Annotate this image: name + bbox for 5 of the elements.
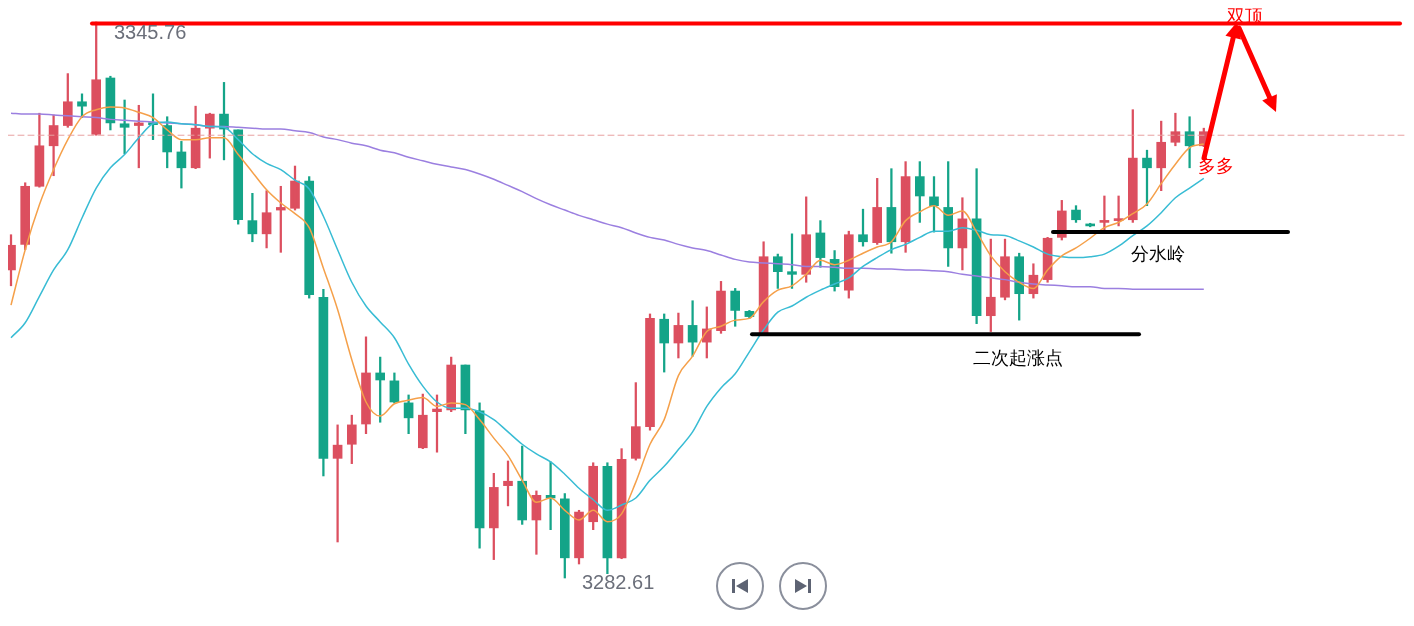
ref-line-label: 二次起涨点 [973, 347, 1063, 368]
annotation: 3345.76 [114, 20, 187, 43]
annotation: 多多 [1198, 155, 1234, 176]
annotation: 3282.61 [582, 570, 655, 593]
ref-line-label: 分水岭 [1131, 243, 1185, 264]
